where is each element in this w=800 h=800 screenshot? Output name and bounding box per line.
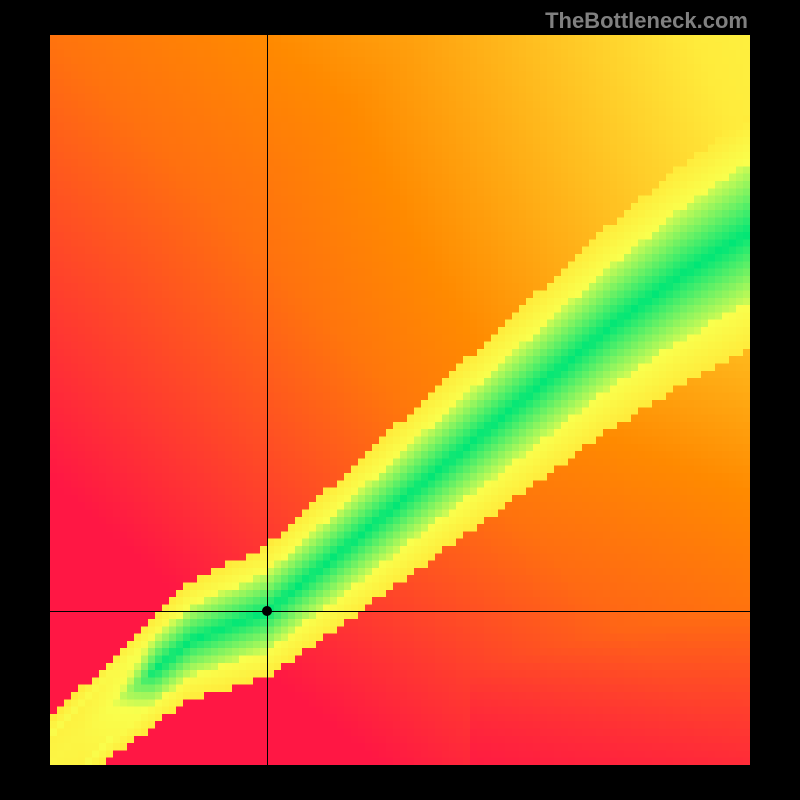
crosshair-horizontal bbox=[50, 611, 750, 612]
chart-container: TheBottleneck.com bbox=[0, 0, 800, 800]
watermark-text: TheBottleneck.com bbox=[545, 8, 748, 34]
marker-point bbox=[262, 606, 272, 616]
heatmap-canvas bbox=[50, 35, 750, 765]
heatmap-plot bbox=[50, 35, 750, 765]
crosshair-vertical bbox=[267, 35, 268, 765]
